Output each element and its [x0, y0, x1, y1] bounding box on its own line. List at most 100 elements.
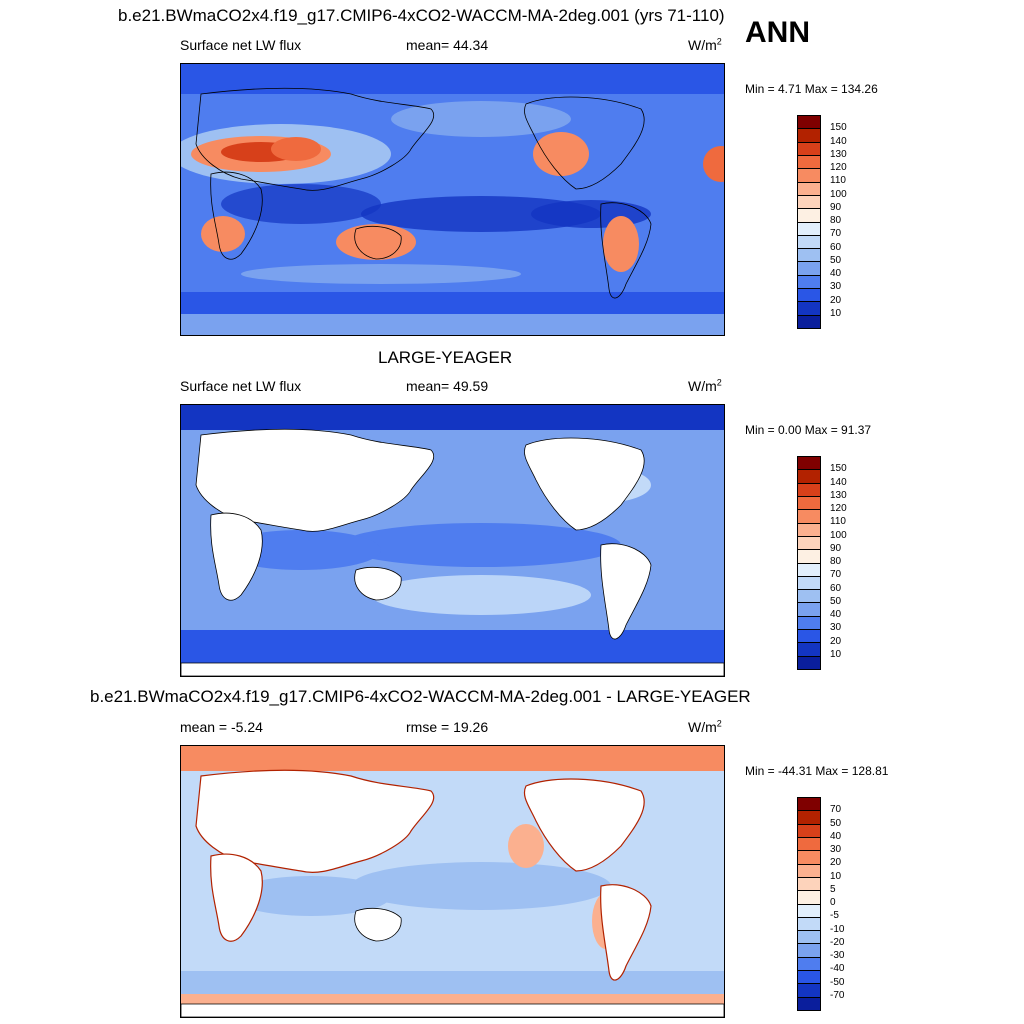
colorbar-swatch: [798, 222, 820, 236]
arctic-band: [181, 64, 724, 94]
case-title: b.e21.BWmaCO2x4.f19_g17.CMIP6-4xCO2-WACC…: [118, 6, 725, 25]
colorbar-swatch: [798, 971, 820, 985]
colorbar-tick-label: 140: [830, 476, 847, 488]
colorbar-swatch: [798, 656, 820, 669]
panel2-mean-label: mean= 49.59: [406, 378, 489, 394]
panel3-title: b.e21.BWmaCO2x4.f19_g17.CMIP6-4xCO2-WACC…: [90, 687, 751, 706]
panel2-colorbar: [797, 456, 821, 670]
panel1-colorbar: [797, 115, 821, 329]
panel3-rmse-label: rmse = 19.26: [406, 719, 489, 735]
panel1-minmax: Min = 4.71 Max = 134.26: [745, 82, 878, 96]
colorbar-tick-label: 130: [830, 148, 847, 160]
colorbar-swatch: [798, 630, 820, 644]
panel2-left-label: Surface net LW flux: [180, 378, 302, 394]
colorbar-swatch: [798, 195, 820, 210]
colorbar-swatch: [798, 142, 820, 156]
colorbar-swatch: [798, 891, 820, 905]
colorbar-tick-label: 40: [830, 609, 842, 620]
colorbar-tick-label: 120: [830, 162, 847, 173]
colorbar-swatch: [798, 576, 820, 591]
colorbar-swatch: [798, 904, 820, 918]
colorbar-tick-label: 60: [830, 582, 842, 594]
colorbar-tick-label: 20: [830, 294, 842, 306]
colorbar-tick-label: 60: [830, 241, 842, 253]
colorbar-swatch: [798, 931, 820, 945]
panel2-minmax: Min = 0.00 Max = 91.37: [745, 423, 872, 437]
colorbar-swatch: [798, 483, 820, 497]
colorbar-tick-label: -70: [830, 989, 845, 1001]
colorbar-tick-label: 150: [830, 463, 847, 475]
colorbar-swatch: [798, 563, 820, 577]
colorbar-swatch: [798, 536, 820, 551]
colorbar-tick-label: 10: [830, 870, 842, 882]
colorbar-tick-label: 150: [830, 122, 847, 134]
colorbar-tick-label: 70: [830, 569, 842, 581]
colorbar-tick-label: 140: [830, 135, 847, 147]
colorbar-swatch: [798, 997, 820, 1010]
colorbar-tick-label: 20: [830, 857, 842, 869]
colorbar-swatch: [798, 182, 820, 196]
colorbar-swatch: [798, 496, 820, 511]
south-pacific-mid: [241, 264, 521, 284]
season-label: ANN: [745, 16, 810, 49]
africa-land: [210, 853, 263, 942]
north-america-coastline: [524, 96, 645, 190]
panel2-units: W/m2: [688, 377, 722, 394]
colorbar-swatch: [798, 209, 820, 223]
colorbar-tick-label: 30: [830, 281, 842, 293]
colorbar-tick-label: 0: [830, 897, 836, 908]
colorbar-swatch: [798, 302, 820, 316]
panel1-left-label: Surface net LW flux: [180, 37, 302, 53]
colorbar-swatch: [798, 811, 820, 825]
colorbar-tick-label: 50: [830, 595, 842, 607]
colorbar-tick-label: 40: [830, 830, 842, 842]
south-america-land: [600, 884, 652, 981]
colorbar-tick-label: -5: [830, 910, 839, 922]
arabia-high-flux: [271, 137, 321, 161]
arctic-positive-band: [181, 746, 724, 771]
colorbar-tick-label: 110: [830, 516, 846, 528]
colorbar-tick-label: 5: [830, 883, 836, 895]
australia-coastline: [354, 225, 402, 260]
colorbar-tick-label: -50: [830, 976, 845, 988]
australia-high-flux: [336, 224, 416, 260]
southern-ocean-band: [181, 630, 724, 665]
colorbar-swatch: [798, 877, 820, 892]
colorbar-tick-label: -20: [830, 936, 845, 948]
panel2-title: LARGE-YEAGER: [378, 348, 513, 367]
colorbar-swatch: [798, 262, 820, 276]
panel1-mean-label: mean= 44.34: [406, 37, 489, 53]
colorbar-swatch: [798, 249, 820, 263]
colorbar-swatch: [798, 984, 820, 998]
obs-map: [180, 404, 725, 677]
colorbar-tick-label: 90: [830, 201, 842, 213]
south-america-coastline: [600, 202, 652, 299]
andes-high-flux: [603, 216, 639, 272]
colorbar-swatch: [798, 837, 820, 852]
colorbar-swatch: [798, 470, 820, 484]
california-positive: [508, 824, 544, 868]
colorbar-tick-label: 90: [830, 542, 842, 554]
tropical-negative: [351, 862, 611, 910]
south-africa-high-flux: [201, 216, 245, 252]
colorbar-tick-label: 50: [830, 817, 842, 829]
model-map: [180, 63, 725, 336]
colorbar-swatch: [798, 550, 820, 564]
panel1-units: W/m2: [688, 36, 722, 53]
colorbar-tick-label: 100: [830, 188, 847, 200]
colorbar-swatch: [798, 944, 820, 958]
colorbar-tick-label: 30: [830, 622, 842, 634]
colorbar-swatch: [798, 155, 820, 170]
colorbar-tick-label: 30: [830, 844, 842, 855]
colorbar-tick-label: 120: [830, 503, 847, 514]
south-pacific-high: [371, 575, 591, 615]
colorbar-swatch: [798, 315, 820, 328]
colorbar-swatch: [798, 523, 820, 537]
colorbar-swatch: [798, 590, 820, 604]
panel3-units: W/m2: [688, 718, 722, 735]
colorbar-tick-label: -40: [830, 963, 845, 975]
australia-land: [354, 566, 402, 601]
colorbar-swatch: [798, 603, 820, 617]
colorbar-swatch: [798, 235, 820, 250]
colorbar-swatch: [798, 457, 820, 471]
